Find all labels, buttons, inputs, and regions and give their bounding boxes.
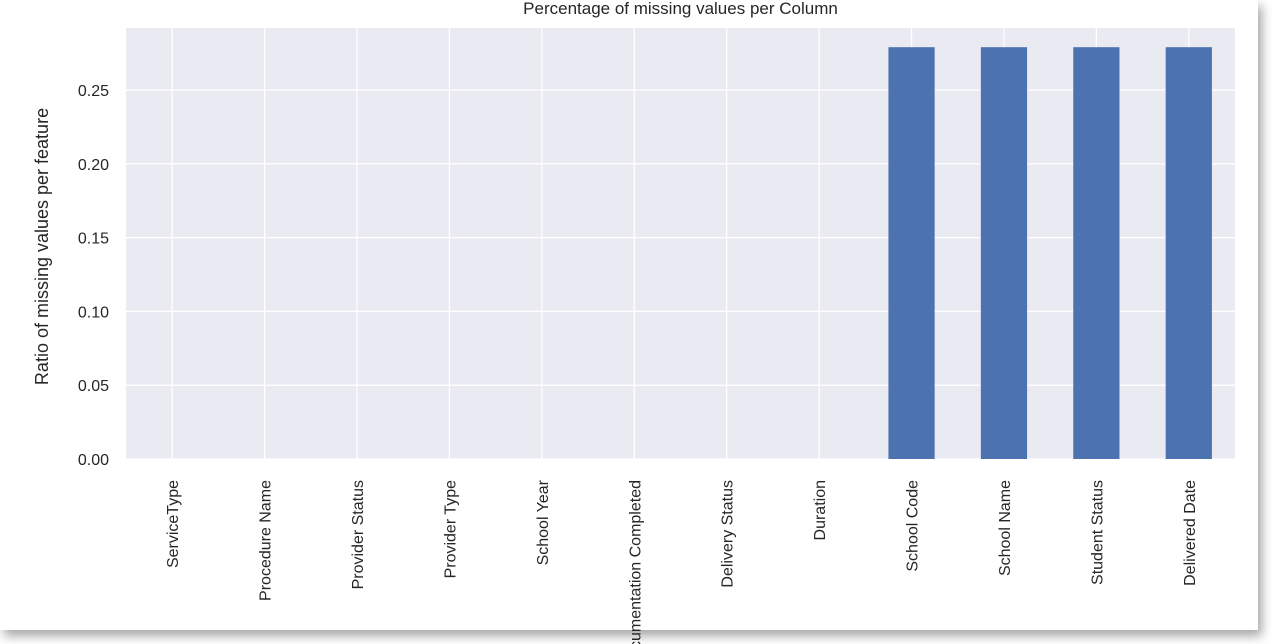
x-tick-label: Documentation Completed — [627, 480, 644, 644]
x-tick-label: Delivered Date — [1182, 480, 1199, 586]
y-tick-label: 0.15 — [78, 231, 109, 248]
x-tick-label: Duration — [812, 480, 829, 540]
x-tick-label: Procedure Name — [258, 480, 275, 601]
bar-school-name — [980, 47, 1028, 459]
bar-delivered-date — [1165, 47, 1212, 459]
bar-school-code — [888, 47, 935, 459]
bar-student-status — [1073, 47, 1120, 459]
x-tick-labels: ServiceType Procedure Name Provider Status… — [165, 479, 1199, 644]
x-tick-label: School Code — [905, 480, 922, 572]
x-tick-label: School Name — [997, 480, 1014, 576]
x-tick-label: Provider Status — [350, 480, 367, 589]
x-tick-label: Delivery Status — [720, 480, 737, 588]
plot-area — [126, 28, 1235, 459]
x-tick-label: Student Status — [1089, 480, 1106, 585]
x-tick-label: ServiceType — [165, 480, 182, 568]
x-tick-label: Provider Type — [442, 480, 459, 579]
y-tick-label: 0.25 — [78, 83, 109, 100]
y-tick-label: 0.20 — [78, 157, 109, 174]
y-tick-label: 0.10 — [78, 304, 109, 321]
y-tick-label: 0.00 — [78, 452, 109, 469]
chart-frame: Percentage of missing values per Column … — [32, 0, 1235, 644]
y-tick-labels: 0.00 0.05 0.10 0.15 0.20 0.25 — [78, 83, 109, 469]
y-tick-label: 0.05 — [78, 378, 109, 395]
x-tick-label: School Year — [535, 479, 552, 565]
chart-title: Percentage of missing values per Column — [523, 0, 838, 18]
y-axis-label: Ratio of missing values per feature — [32, 108, 52, 385]
bars — [888, 47, 1212, 459]
